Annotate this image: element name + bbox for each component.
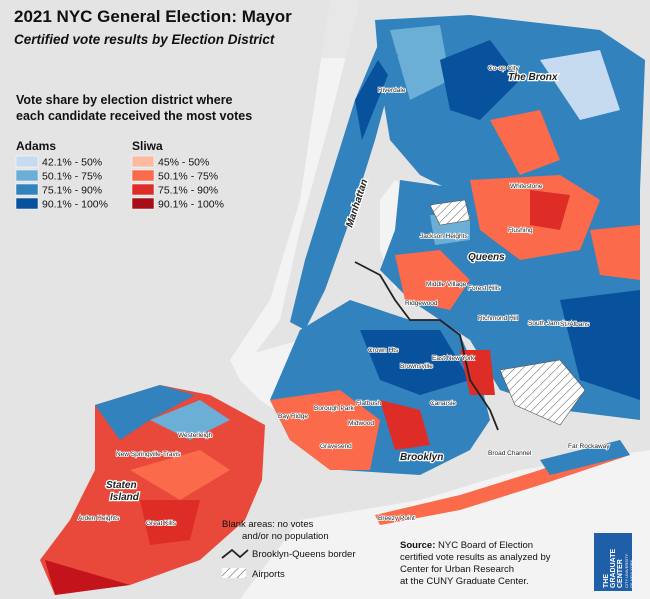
borough-label: The Bronx: [508, 72, 558, 83]
neighborhood-label: Borough Park: [314, 405, 354, 412]
title: 2021 NYC General Election: Mayor: [14, 7, 292, 26]
logo-text: GRADUATE: [610, 549, 617, 588]
neighborhood-label: Canarsie: [430, 400, 456, 407]
source-text: NYC Board of Election: [438, 540, 533, 551]
legend-group-name: Adams: [16, 139, 56, 153]
borough-label: Island: [110, 492, 140, 503]
neighborhood-label: Middle Village: [426, 281, 467, 288]
far-rockaway: [540, 440, 630, 475]
staten-island: [40, 385, 265, 595]
legend-swatch: [15, 155, 39, 168]
logo-text: CITY UNIVERSITY: [624, 554, 629, 588]
legend-swatch: [131, 169, 155, 182]
neighborhood-label: Midwood: [348, 420, 374, 427]
source-label: Source:: [400, 540, 435, 551]
legend-label: 50.1% - 75%: [158, 171, 218, 183]
legend-group-name: Sliwa: [132, 139, 163, 153]
neighborhood-label: St. Albans: [560, 321, 590, 328]
legend-heading: Vote share by election district where: [16, 93, 233, 107]
brooklyn-queens-border: [354, 261, 499, 431]
manhattan-north: [355, 60, 388, 140]
neighborhood-label: Whitestone: [510, 183, 543, 190]
neighborhood-label: Flatbush: [356, 400, 381, 407]
source-line: certified vote results as analyzed by: [400, 552, 551, 563]
source: Source: NYC Board of Election certified …: [400, 540, 551, 587]
queens: [380, 170, 640, 420]
borough-label: Brooklyn: [400, 452, 443, 463]
source-line: Source: NYC Board of Election: [400, 540, 533, 551]
logo-text: CENTER: [617, 559, 624, 588]
title-backdrop: [0, 0, 360, 58]
neighborhood-label: South Jamaica: [528, 320, 571, 327]
notes: Blank areas: no votes and/or no populati…: [221, 519, 356, 580]
neighborhood-label: Crown Hts: [368, 347, 399, 354]
borough-label: Queens: [468, 252, 505, 263]
neighborhood-labels: Riverdale Co-op City Whitestone Jackson …: [77, 64, 611, 528]
airport-laguardia: [429, 199, 471, 226]
neighborhood-label: Jackson Heights: [420, 233, 468, 240]
legend: Vote share by election district where ea…: [15, 93, 252, 211]
legend-swatch: [15, 183, 39, 196]
note-airports: Airports: [252, 569, 285, 580]
legend-swatch: [15, 169, 39, 182]
neighborhood-label: Great Kills: [146, 520, 177, 527]
note-blank: Blank areas: no votes: [222, 519, 314, 530]
legend-label: 50.1% - 75%: [42, 171, 102, 183]
neighborhood-label: Breezy Point: [378, 515, 415, 522]
neighborhood-label: Richmond Hill: [478, 315, 519, 322]
legend-heading: each candidate received the most votes: [16, 109, 252, 123]
neighborhood-label: Arden Heights: [78, 515, 120, 522]
neighborhood-label: Co-op City: [488, 65, 519, 72]
legend-label: 75.1% - 90%: [158, 185, 218, 197]
logo: THE GRADUATE CENTER CITY UNIVERSITY OF N…: [594, 533, 634, 591]
airport-key: [222, 568, 246, 578]
neighborhood-label: New Springville-Travis: [116, 451, 181, 458]
logo-text: OF NEW YORK: [629, 559, 634, 588]
source-line: Center for Urban Research: [400, 564, 514, 575]
neighborhood-label: Gravesend: [320, 443, 352, 450]
neighborhood-label: Forest Hills: [468, 285, 501, 292]
neighborhood-label: Bay Ridge: [278, 413, 308, 420]
legend-label: 75.1% - 90%: [42, 185, 102, 197]
neighborhood-label: Flushing: [508, 227, 533, 234]
legend-swatch: [131, 183, 155, 196]
legend-swatch: [131, 197, 155, 210]
neighborhood-label: Brownsville: [400, 363, 433, 370]
subtitle: Certified vote results by Election Distr…: [14, 32, 275, 47]
note-blank: and/or no population: [242, 531, 329, 542]
neighborhood-label: Westerleigh: [178, 432, 213, 439]
legend-swatch: [15, 197, 39, 210]
border-key: [221, 548, 249, 559]
logo-box: [594, 533, 632, 591]
legend-label: 90.1% - 100%: [158, 199, 224, 211]
neighborhood-label: East New York: [432, 355, 475, 362]
logo-text: THE: [603, 574, 610, 588]
borough-label: Staten: [106, 480, 137, 491]
note-border: Brooklyn-Queens border: [252, 549, 356, 560]
neighborhood-label: Ridgewood: [405, 300, 438, 307]
legend-label: 42.1% - 50%: [42, 157, 102, 169]
legend-label: 90.1% - 100%: [42, 199, 108, 211]
neighborhood-label: Far Rockaway: [568, 443, 610, 450]
legend-label: 45% - 50%: [158, 157, 209, 169]
brooklyn: [270, 300, 495, 475]
neighborhood-label: Riverdale: [378, 87, 406, 94]
source-line: at the CUNY Graduate Center.: [400, 576, 529, 587]
neighborhood-label: Broad Channel: [488, 450, 532, 457]
bronx: [375, 15, 645, 200]
legend-swatch: [131, 155, 155, 168]
airport-jfk: [499, 359, 586, 426]
